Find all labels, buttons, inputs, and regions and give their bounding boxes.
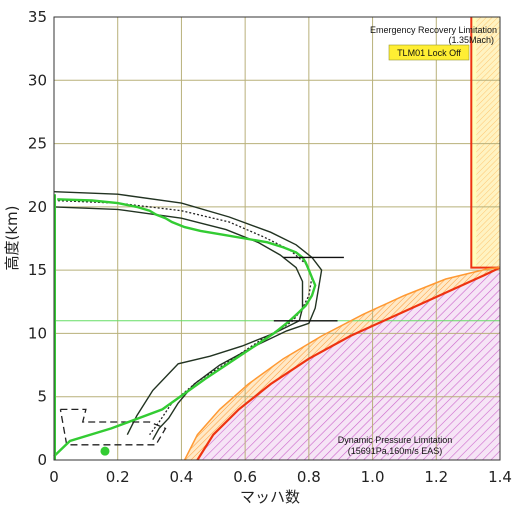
y-tick-label: 10 <box>28 324 47 342</box>
dynamic-limit-line <box>196 266 501 461</box>
x-tick-label: 0.2 <box>106 468 130 486</box>
x-tick-label: 1.0 <box>361 468 385 486</box>
launch-point <box>100 446 110 456</box>
x-tick-label: 1.4 <box>488 468 512 486</box>
x-tick-label: 0.8 <box>297 468 321 486</box>
tlm-badge-text: TLM01 Lock Off <box>397 48 461 58</box>
emergency-margin-band <box>476 17 500 268</box>
envelope-outer-line <box>53 191 323 441</box>
tlm-badge-box <box>388 44 470 61</box>
y-axis-label: 高度(km) <box>3 205 21 270</box>
x-tick-label: 0 <box>49 468 59 486</box>
envelope-inner-line <box>53 206 304 436</box>
dynamic-title: Dynamic Pressure Limitation <box>338 435 453 445</box>
lower-dashed-line <box>59 408 167 446</box>
emergency-subtitle: (1.35Mach) <box>448 35 494 45</box>
x-tick-label: 0.4 <box>169 468 193 486</box>
y-tick-label: 15 <box>28 261 47 279</box>
y-tick-label: 20 <box>28 198 47 216</box>
marker-layer <box>100 256 344 456</box>
y-tick-label: 35 <box>28 8 47 26</box>
x-tick-label: 1.2 <box>424 468 448 486</box>
tlm-lock-badge: TLM01 Lock Off <box>388 44 470 61</box>
x-axis-label: マッハ数 <box>240 488 300 506</box>
y-tick-label: 25 <box>28 135 47 153</box>
emergency-limit-line <box>470 17 500 269</box>
limit-regions <box>184 17 500 460</box>
y-tick-label: 5 <box>37 388 47 406</box>
x-tick-label: 0.6 <box>233 468 257 486</box>
predicted-dotted-line <box>53 199 313 436</box>
dynamic-subtitle: (15691Pa,160m/s EAS) <box>348 446 443 456</box>
dynamic-pressure-zone <box>197 267 500 460</box>
tick-labels: 0 0.2 0.4 0.6 0.8 1.0 1.2 1.4 0 5 10 15 20 25 30 35 <box>28 8 512 486</box>
y-tick-label: 0 <box>37 451 47 469</box>
plot-frame <box>53 16 501 461</box>
dynamic-limit-margin-line <box>183 266 501 461</box>
emergency-title: Emergency Recovery Limitation <box>370 25 497 35</box>
y-tick-label: 30 <box>28 71 47 89</box>
